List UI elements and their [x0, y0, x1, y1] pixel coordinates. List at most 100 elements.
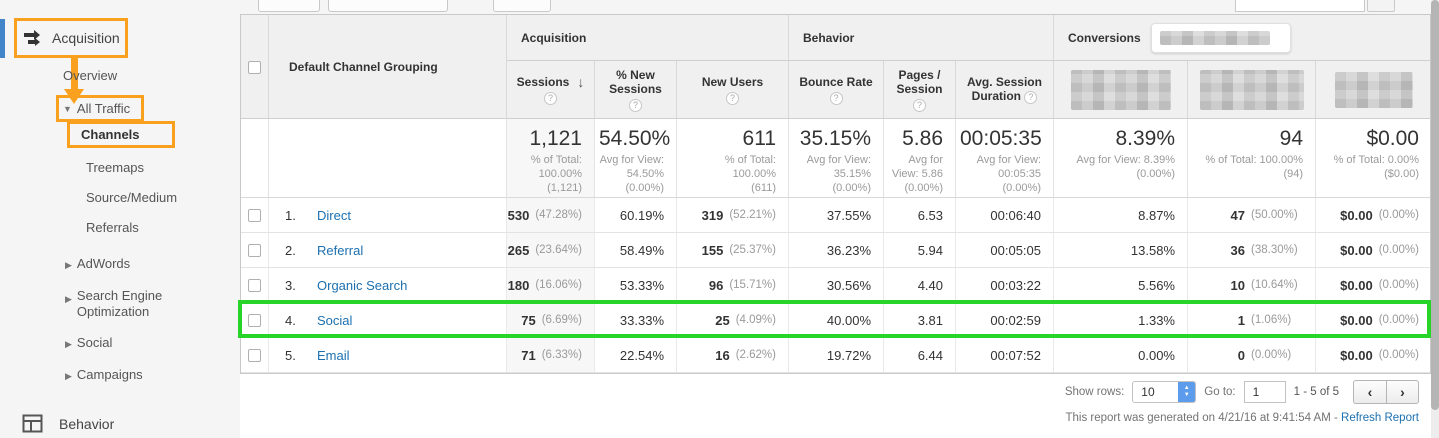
row-checkbox-cell: [241, 338, 269, 372]
channel-link[interactable]: Social: [317, 312, 353, 328]
sidebar-item-behavior[interactable]: Behavior: [22, 414, 114, 433]
report-generated-note: This report was generated on 4/21/16 at …: [1065, 412, 1419, 424]
pages-session-cell: 5.94: [884, 233, 956, 267]
goal-value-cell: $0.00 (0.00%): [1316, 338, 1431, 372]
pages-session-cell: 6.44: [884, 338, 956, 372]
row-index: 3.: [285, 277, 296, 293]
conversion-rate-value: 5.56%: [1138, 277, 1175, 293]
toolbar-dropdown-partial[interactable]: [328, 0, 448, 12]
vertical-scrollbar-thumb[interactable]: [1431, 0, 1439, 410]
sidebar-item-social[interactable]: ▶ Social: [65, 335, 112, 350]
show-rows-select[interactable]: 10 ▲ ▼: [1132, 381, 1197, 403]
column-header-new-users[interactable]: New Users ?: [677, 61, 789, 119]
conversions-goal-dropdown[interactable]: [1150, 22, 1291, 53]
sidebar-item-treemaps[interactable]: Treemaps: [86, 160, 145, 175]
prev-page-button[interactable]: ‹: [1353, 380, 1386, 404]
goal-completions-pct: (0.00%): [1251, 349, 1292, 361]
new-sessions-cell: 22.54%: [595, 338, 677, 372]
sidebar-item-source-medium[interactable]: Source/Medium: [86, 190, 178, 205]
sessions-value: 180: [507, 277, 530, 293]
column-header-goal-value-redacted[interactable]: [1316, 61, 1431, 119]
sidebar-item-referrals[interactable]: Referrals: [86, 220, 139, 235]
channel-link[interactable]: Email: [317, 347, 350, 363]
help-icon[interactable]: ?: [629, 98, 642, 112]
goal-completions-cell: 10 (10.64%): [1188, 268, 1316, 302]
header-checkbox-cell: [241, 15, 269, 119]
sidebar-item-adwords-label: AdWords: [76, 256, 131, 271]
row-checkbox[interactable]: [248, 243, 261, 257]
select-all-checkbox[interactable]: [248, 61, 261, 74]
goal-completions-value: 47: [1230, 207, 1245, 223]
toolbar-button-partial[interactable]: [258, 0, 320, 12]
search-options-button[interactable]: [1367, 0, 1395, 12]
sidebar-item-campaigns[interactable]: ▶ Campaigns: [65, 367, 143, 382]
annotation-box-all-traffic: ▼ All Traffic: [56, 95, 144, 122]
row-checkbox[interactable]: [248, 313, 261, 327]
goto-page-input[interactable]: [1243, 381, 1286, 403]
avg-session-duration-cell: 00:05:05: [956, 233, 1054, 267]
page-nav-buttons: ‹ ›: [1353, 380, 1419, 404]
help-icon[interactable]: ?: [544, 91, 557, 105]
help-icon[interactable]: ?: [1024, 90, 1038, 104]
refresh-report-link[interactable]: Refresh Report: [1341, 412, 1419, 424]
top-toolbar-strip: [240, 0, 1431, 14]
sort-desc-icon: ↓: [577, 73, 585, 90]
sessions-value: 530: [507, 207, 530, 223]
collapse-triangle-icon[interactable]: ▼: [63, 103, 72, 114]
group-header-behavior: Behavior: [789, 15, 1054, 61]
sidebar-item-adwords[interactable]: ▶ AdWords: [65, 256, 130, 271]
sessions-cell: 530 (47.28%): [507, 198, 595, 232]
channel-link[interactable]: Referral: [317, 242, 364, 258]
help-icon[interactable]: ?: [726, 91, 739, 105]
help-icon[interactable]: ?: [829, 91, 843, 105]
sidebar-item-behavior-label: Behavior: [59, 415, 115, 432]
channel-cell: 2. Referral: [269, 233, 507, 267]
new-users-cell: 155 (25.37%): [677, 233, 789, 267]
totals-checkbox-cell: [241, 119, 269, 197]
row-range: 1 - 5 of 5: [1293, 386, 1339, 398]
show-rows-value: 10: [1141, 385, 1155, 399]
channel-link[interactable]: Direct: [317, 207, 351, 223]
column-header-new-sessions[interactable]: % New Sessions ?: [595, 61, 677, 119]
table-row: 4. Social 75 (6.69%) 33.33% 25 (4.09%) 40.…: [241, 303, 1430, 338]
stepper-icon[interactable]: ▲ ▼: [1178, 382, 1196, 402]
new-sessions-value: 58.49%: [619, 242, 664, 258]
new-sessions-label: % New Sessions: [609, 67, 662, 96]
toolbar-button-partial[interactable]: [493, 0, 551, 12]
search-input[interactable]: [1235, 0, 1365, 12]
column-header-conversion-rate-redacted[interactable]: [1054, 61, 1188, 119]
goal-value-cell: $0.00 (0.00%): [1316, 303, 1431, 337]
vertical-scrollbar-track[interactable]: [1431, 0, 1439, 438]
sessions-cell: 75 (6.69%): [507, 303, 595, 337]
sidebar-item-acquisition[interactable]: Acquisition: [52, 30, 120, 46]
sidebar-item-channels[interactable]: Channels: [81, 127, 140, 142]
conversion-rate-cell: 0.00%: [1054, 338, 1188, 372]
totals-new-sessions: 54.50% Avg for View: 54.50% (0.00%): [595, 119, 677, 197]
column-header-goal-completions-redacted[interactable]: [1188, 61, 1316, 119]
group-header-conversions: Conversions: [1054, 15, 1431, 61]
conversion-rate-value: 8.87%: [1138, 207, 1175, 223]
sidebar-item-overview[interactable]: Overview: [63, 68, 118, 83]
bounce-rate-cell: 36.23%: [789, 233, 884, 267]
column-header-bounce-rate[interactable]: Bounce Rate ?: [789, 61, 884, 119]
column-header-pages-session[interactable]: Pages / Session ?: [884, 61, 956, 119]
column-header-avg-session-duration[interactable]: Avg. Session Duration ?: [956, 61, 1054, 119]
channel-cell: 5. Email: [269, 338, 507, 372]
sidebar-item-seo[interactable]: ▶ Search Engine Optimization: [65, 288, 175, 320]
expand-triangle-icon: ▶: [65, 371, 72, 381]
avg-session-duration-value: 00:03:22: [990, 277, 1041, 293]
totals-avg-session-duration: 00:05:35 Avg for View: 00:05:35 (0.00%): [956, 119, 1054, 197]
row-checkbox[interactable]: [248, 208, 261, 222]
column-header-default-channel-grouping[interactable]: Default Channel Grouping: [269, 15, 507, 119]
channel-link[interactable]: Organic Search: [317, 277, 408, 293]
help-icon[interactable]: ?: [913, 98, 926, 112]
next-page-button[interactable]: ›: [1386, 380, 1419, 404]
row-checkbox[interactable]: [248, 348, 261, 362]
sidebar-item-all-traffic[interactable]: All Traffic: [76, 101, 131, 116]
active-section-indicator: [0, 19, 5, 58]
goal-completions-cell: 1 (1.06%): [1188, 303, 1316, 337]
goal-completions-pct: (10.64%): [1251, 279, 1298, 291]
annotation-arrow: [71, 58, 78, 90]
column-header-sessions[interactable]: Sessions ↓ ?: [507, 61, 595, 119]
row-checkbox[interactable]: [248, 278, 261, 292]
